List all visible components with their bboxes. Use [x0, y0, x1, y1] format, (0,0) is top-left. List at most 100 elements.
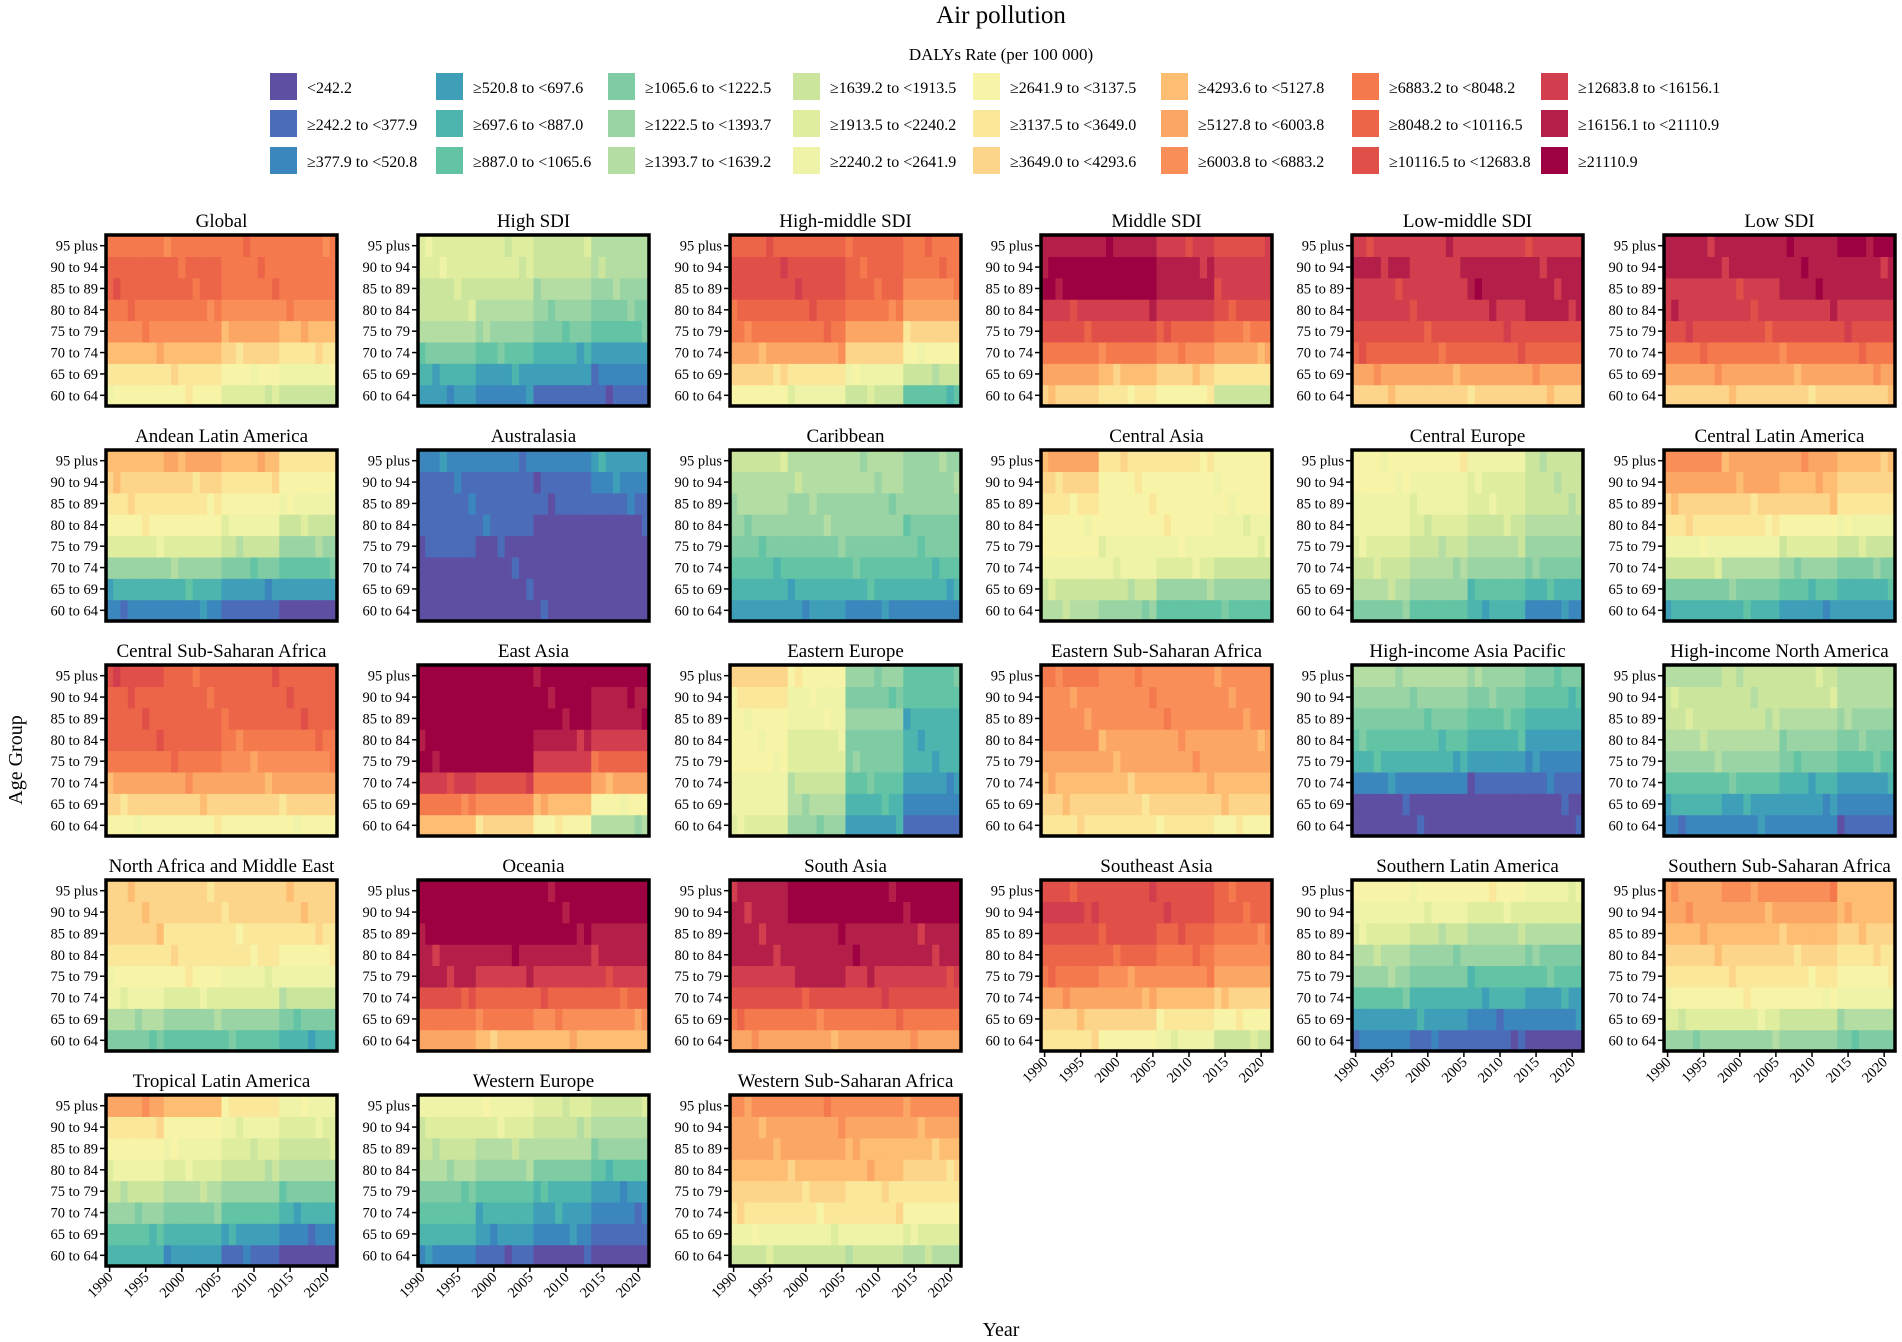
heatmap-cell	[432, 384, 441, 407]
heatmap-cell	[1149, 750, 1158, 773]
heatmap-cell	[1481, 341, 1490, 364]
heatmap-cell	[207, 707, 215, 730]
heatmap-cell	[1055, 578, 1064, 601]
heatmap-cell	[1250, 384, 1259, 407]
heatmap-cell	[1837, 514, 1846, 537]
heatmap-cell	[272, 707, 280, 730]
heatmap-cell	[1048, 793, 1057, 816]
heatmap-cell	[1431, 535, 1440, 558]
heatmap-cell	[1489, 771, 1497, 794]
heatmap-cell	[1048, 384, 1057, 407]
heatmap-cell	[867, 729, 875, 752]
heatmap-cell	[1546, 450, 1555, 472]
heatmap-cell	[185, 707, 194, 730]
heatmap-cell	[315, 299, 324, 322]
heatmap-cell	[620, 771, 628, 794]
heatmap-cell	[1518, 299, 1526, 322]
heatmap-cell	[540, 471, 549, 494]
heatmap-cell	[1887, 299, 1896, 322]
heatmap-cell	[497, 277, 506, 300]
heatmap-cell	[1851, 492, 1860, 515]
heatmap-cell	[533, 535, 542, 558]
heatmap-cell	[852, 235, 861, 257]
heatmap-cell	[286, 686, 295, 709]
heatmap-cell	[293, 514, 302, 537]
heatmap-cell	[584, 729, 592, 752]
heatmap-cell	[1041, 771, 1049, 794]
heatmap-cell	[1105, 471, 1114, 494]
heatmap-cell	[533, 729, 542, 752]
heatmap-cell	[584, 686, 592, 709]
heatmap-cell	[504, 556, 513, 579]
heatmap-cell	[896, 535, 904, 558]
heatmap-cell	[591, 320, 600, 343]
heatmap-cell	[243, 320, 251, 343]
legend-swatch	[270, 73, 297, 100]
heatmap-cell	[540, 450, 549, 472]
heatmap-cell	[773, 578, 782, 601]
heatmap-cell	[1532, 814, 1541, 837]
legend-label: ≥2240.2 to <2641.9	[830, 154, 956, 171]
heatmap-cell	[1539, 514, 1548, 537]
panel-frame	[104, 663, 339, 838]
heatmap-cell	[730, 299, 738, 322]
heatmap-cell	[1830, 707, 1838, 730]
heatmap-cell	[1134, 384, 1143, 407]
heatmap-cell	[780, 363, 789, 386]
heatmap-cell	[838, 492, 847, 515]
heatmap-cell	[1424, 665, 1433, 687]
heatmap-cell	[634, 450, 643, 472]
heatmap-cell	[932, 535, 940, 558]
heatmap-cell	[1568, 471, 1577, 494]
heatmap-cell	[293, 578, 302, 601]
heatmap-cell	[1243, 320, 1251, 343]
heatmap-cell	[142, 471, 150, 494]
heatmap-cell	[1815, 384, 1824, 407]
heatmap-cell	[1069, 471, 1078, 494]
heatmap-cell	[300, 707, 309, 730]
heatmap-cell	[903, 814, 912, 837]
heatmap-cell	[279, 814, 288, 837]
heatmap-cell	[1178, 341, 1186, 364]
heatmap-cell	[1815, 320, 1824, 343]
heatmap-cell	[917, 665, 926, 687]
heatmap-cell	[576, 256, 585, 279]
heatmap-cell	[293, 707, 302, 730]
heatmap-cell	[511, 471, 520, 494]
heatmap-cell	[461, 471, 470, 494]
heatmap-cell	[322, 299, 331, 322]
heatmap-cell	[1671, 578, 1680, 601]
heatmap-cell	[1793, 750, 1802, 773]
heatmap-cell	[1359, 492, 1368, 515]
heatmap-cell	[802, 793, 811, 816]
heatmap-cell	[1264, 514, 1273, 537]
heatmap-cell	[946, 599, 955, 622]
heatmap-cell	[1474, 341, 1483, 364]
heatmap-cell	[569, 450, 578, 472]
heatmap-cell	[816, 599, 825, 622]
heatmap-cell	[874, 707, 883, 730]
heatmap-cell	[1460, 363, 1469, 386]
heatmap-cell	[1409, 514, 1418, 537]
heatmap-cell	[946, 299, 955, 322]
heatmap-cell	[1561, 384, 1570, 407]
heatmap-cell	[1098, 578, 1107, 601]
heatmap-cell	[1786, 235, 1795, 257]
heatmap-cell	[243, 556, 251, 579]
heatmap-cell	[113, 665, 122, 687]
heatmap-cell	[576, 450, 585, 472]
heatmap-cell	[1048, 471, 1057, 494]
heatmap-cell	[838, 471, 847, 494]
heatmap-cell	[831, 384, 839, 407]
heatmap-cell	[881, 384, 890, 407]
heatmap-cell	[1366, 535, 1375, 558]
legend: <242.2≥242.2 to <377.9≥377.9 to <520.8≥5…	[270, 73, 1720, 174]
heatmap-cell	[1808, 556, 1817, 579]
heatmap-cell	[228, 341, 237, 364]
heatmap-cell	[446, 599, 455, 622]
heatmap-cell	[1091, 492, 1100, 515]
heatmap-cell	[519, 235, 527, 257]
panel-frame	[1350, 233, 1585, 408]
heatmap-cell	[1409, 729, 1418, 752]
y-tick-label: 75 to 79	[1608, 539, 1656, 555]
